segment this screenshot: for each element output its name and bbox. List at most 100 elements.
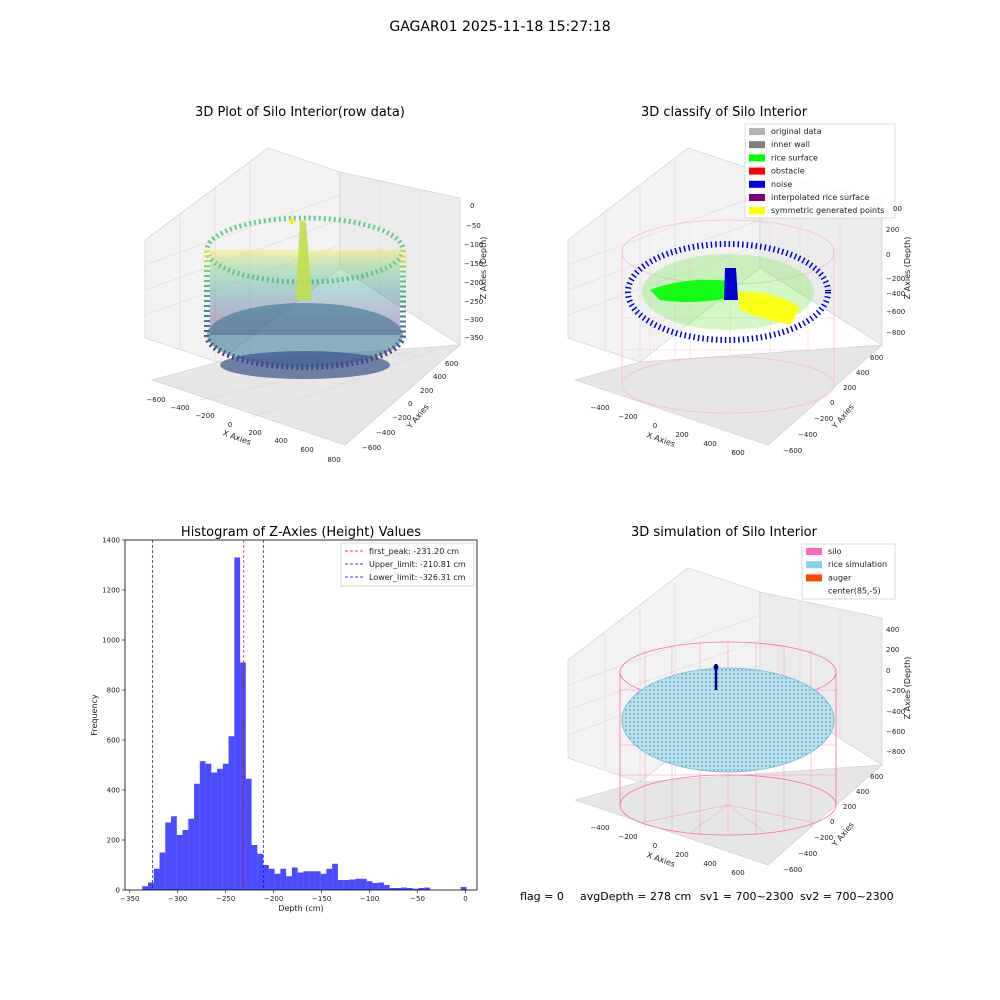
- histogram-bar: [251, 845, 258, 890]
- classify-3d-y-tick: 600: [870, 354, 883, 362]
- raw-3d-z-tick: −250: [464, 298, 483, 306]
- footer-sv2: sv2 = 700~2300: [800, 890, 894, 903]
- classify-3d-legend-label: noise: [771, 180, 792, 189]
- histogram-vlines: [152, 540, 264, 890]
- panel-histogram: Histogram of Z-Axies (Height) Values 0 20…: [90, 525, 478, 913]
- raw-3d-z-tick: −200: [464, 279, 483, 287]
- histogram-bar: [297, 872, 304, 890]
- classify-3d-legend-label: inner wall: [771, 140, 810, 149]
- classify-3d-legend-label: obstacle: [771, 167, 805, 176]
- histogram-bar: [240, 662, 246, 890]
- raw-3d-zlabel: Z Axies (Depth): [479, 237, 488, 300]
- histogram-bar: [148, 882, 154, 890]
- histogram-bar: [343, 880, 350, 890]
- classify-3d-legend-frame: [744, 123, 896, 219]
- raw-3d-x-ticks: −600 −400 −200 0 200 400 600 800: [146, 396, 340, 464]
- histogram-bar: [257, 853, 264, 890]
- simulation-3d-z-tick: −200: [886, 687, 905, 695]
- histogram-y-tick-label: 600: [107, 737, 120, 745]
- simulation-3d-y-tick: 0: [830, 818, 834, 826]
- histogram-bar: [360, 878, 367, 890]
- histogram-bar: [303, 871, 310, 890]
- histogram-bar: [326, 868, 333, 890]
- raw-3d-x-tick: −400: [170, 404, 189, 412]
- histogram-bar: [383, 885, 390, 890]
- figure-suptitle: GAGAR01 2025-11-18 15:27:18: [389, 19, 610, 35]
- classify-3d-x-tick: 200: [675, 431, 688, 439]
- simulation-3d-z-tick: −600: [886, 728, 905, 736]
- classify-3d-y-tick: −600: [783, 447, 802, 455]
- footer-sv1: sv1 = 700~2300: [700, 890, 794, 903]
- classify-3d-z-tick: 00: [893, 205, 902, 213]
- simulation-3d-z-tick: 0: [886, 667, 890, 675]
- raw-3d-x-tick: 800: [327, 456, 340, 464]
- classify-3d-legend-swatch: [749, 141, 765, 149]
- classify-3d-x-tick: −200: [618, 413, 637, 421]
- histogram-bar: [222, 763, 229, 890]
- classify-3d-z-tick: −800: [886, 329, 905, 337]
- raw-3d-x-tick: 400: [274, 437, 287, 445]
- simulation-3d-legend-swatch: [806, 574, 822, 582]
- histogram-bar: [263, 865, 269, 890]
- raw-3d-scatter: [204, 215, 406, 379]
- raw-3d-z-tick: −150: [464, 260, 483, 268]
- raw-3d-y-tick: 0: [408, 400, 412, 408]
- classify-3d-legend-swatch: [749, 154, 765, 162]
- classify-3d-y-tick: −400: [798, 431, 817, 439]
- panel-classify-3d: 3D classify of Silo Interior or: [567, 105, 912, 457]
- raw-3d-z-ticks: 0 −50 −100 −150 −200 −250 −300 −350: [464, 202, 483, 342]
- classify-3d-xlabel: X Axies: [645, 430, 676, 449]
- simulation-3d-x-tick: 200: [675, 851, 688, 859]
- classify-3d-y-tick: −200: [814, 415, 833, 423]
- histogram-bar: [142, 886, 149, 890]
- classify-3d-legend-swatch: [749, 207, 765, 215]
- simulation-3d-floor-pane: [573, 764, 883, 866]
- simulation-3d-z-tick: 400: [886, 626, 899, 634]
- simulation-3d-y-tick: 600: [870, 773, 883, 781]
- footer-stats: flag = 0 avgDepth = 278 cm sv1 = 700~230…: [520, 890, 894, 903]
- raw-3d-y-tick: −600: [362, 444, 381, 452]
- histogram-bar: [460, 887, 467, 890]
- histogram-bar: [424, 887, 431, 890]
- histogram-bar: [366, 881, 373, 890]
- histogram-bar: [280, 868, 287, 890]
- raw-3d-y-tick: −200: [392, 414, 411, 422]
- histogram-y-tick-label: 1000: [102, 637, 120, 645]
- classify-3d-y-ticks: −600 −400 −200 0 200 400 600: [783, 354, 883, 455]
- histogram-legend: first_peak: -231.20 cm Upper_limit: -210.…: [340, 542, 475, 587]
- raw-3d-z-tick: 0: [470, 202, 474, 210]
- histogram-y-ticks: 0 200 400 600 800 1000 1200 1400: [102, 537, 125, 895]
- histogram-title: Histogram of Z-Axies (Height) Values: [181, 525, 421, 540]
- simulation-3d-title: 3D simulation of Silo Interior: [631, 525, 818, 540]
- histogram-x-tick-label: −200: [264, 895, 283, 903]
- histogram-bar: [165, 822, 172, 890]
- simulation-3d-z-tick: −400: [886, 708, 905, 716]
- classify-3d-z-tick: 200: [886, 226, 899, 234]
- raw-3d-y-tick: 600: [445, 360, 458, 368]
- classify-3d-x-tick: −400: [590, 404, 609, 412]
- histogram-x-tick-label: −350: [120, 895, 139, 903]
- classify-3d-legend-swatch: [749, 180, 765, 188]
- classify-3d-title: 3D classify of Silo Interior: [641, 105, 808, 120]
- histogram-bar: [378, 882, 384, 890]
- histogram-x-tick-label: −250: [216, 895, 235, 903]
- histogram-bar: [320, 873, 327, 890]
- histogram-bar: [234, 557, 241, 890]
- histogram-bar: [412, 888, 419, 890]
- simulation-3d-x-tick: −400: [590, 824, 609, 832]
- histogram-bar: [337, 880, 344, 890]
- raw-3d-z-tick: −350: [464, 334, 483, 342]
- simulation-3d-zlabel: Z Axies (Depth): [903, 657, 912, 720]
- classify-3d-zlabel: Z Axies (Depth): [903, 237, 912, 300]
- panel-raw-3d: 3D Plot of Silo Interior(row data) −600 …: [144, 105, 488, 464]
- simulation-3d-z-ticks: 400 200 0 −200 −400 −600 −800: [886, 626, 905, 756]
- simulation-3d-x-ticks: −400 −200 0 200 400 600: [590, 824, 744, 877]
- classify-3d-legend-swatch: [749, 194, 765, 201]
- classify-3d-legend-swatch: [749, 167, 765, 175]
- simulation-3d-x-tick: 600: [731, 869, 744, 877]
- histogram-bar: [217, 768, 223, 890]
- histogram-bar: [355, 878, 361, 890]
- simulation-3d-x-tick: 0: [653, 842, 657, 850]
